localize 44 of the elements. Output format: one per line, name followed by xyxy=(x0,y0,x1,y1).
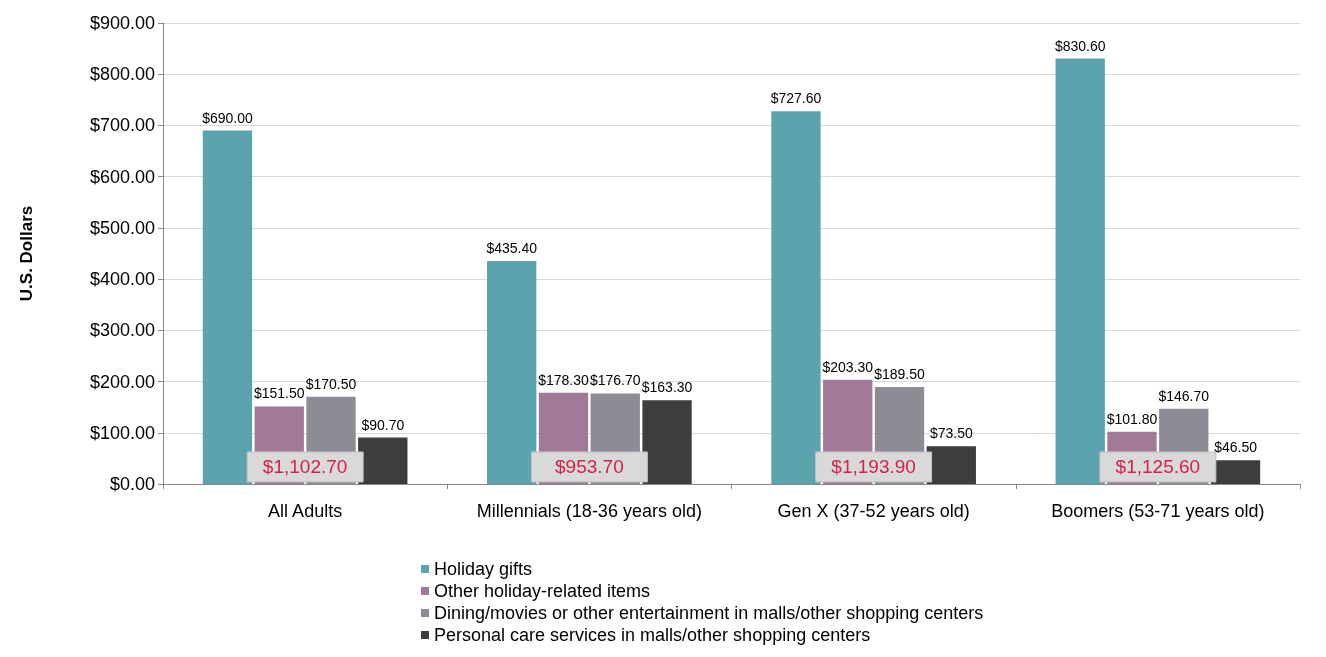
y-axis-title: U.S. Dollars xyxy=(17,205,36,302)
data-label: $178.30 xyxy=(538,371,589,388)
total-label: $953.70 xyxy=(555,456,624,478)
y-tick-label: $500.00 xyxy=(89,217,155,238)
data-label: $727.60 xyxy=(770,90,822,107)
total-label: $1,125.60 xyxy=(1115,456,1201,478)
data-label: $203.30 xyxy=(822,358,874,375)
legend-label: Holiday gifts xyxy=(434,559,533,579)
data-label: $170.50 xyxy=(305,375,357,392)
y-tick-label: $800.00 xyxy=(89,64,155,85)
y-tick-label: $600.00 xyxy=(89,166,155,187)
data-label: $830.60 xyxy=(1054,37,1106,54)
bar xyxy=(642,400,692,484)
data-label: $90.70 xyxy=(361,416,405,433)
bar xyxy=(202,130,253,484)
legend-label: Dining/movies or other entertainment in malls/other shopping centers xyxy=(434,603,984,623)
total-label: $1,102.70 xyxy=(262,456,348,478)
total-label: $1,193.90 xyxy=(831,456,916,478)
y-tick-label: $100.00 xyxy=(89,422,155,443)
data-label: $163.30 xyxy=(641,379,693,396)
x-tick-label: Gen X (37-52 years old) xyxy=(777,501,970,521)
bar xyxy=(771,111,821,484)
y-tick-label: $400.00 xyxy=(89,269,155,290)
x-tick-label: Boomers (53-71 years old) xyxy=(1051,501,1265,521)
legend-label: Personal care services in malls/other shopping centers xyxy=(434,625,871,645)
data-label: $146.70 xyxy=(1158,387,1210,404)
data-label: $46.50 xyxy=(1214,439,1258,456)
y-tick-label: $0.00 xyxy=(109,474,155,494)
data-label: $151.50 xyxy=(253,385,305,402)
y-tick-label: $200.00 xyxy=(89,371,155,392)
x-tick-label: Millennials (18-36 years old) xyxy=(476,501,702,521)
bar xyxy=(1055,58,1105,484)
y-tick-label: $900.00 xyxy=(89,13,155,33)
data-label: $690.00 xyxy=(202,109,253,126)
bar xyxy=(487,260,537,484)
data-label: $176.70 xyxy=(589,372,641,389)
data-label: $73.50 xyxy=(929,425,973,442)
data-label: $435.40 xyxy=(486,239,538,256)
y-tick-label: $700.00 xyxy=(89,115,155,136)
x-tick-label: All Adults xyxy=(268,501,343,521)
y-tick-label: $300.00 xyxy=(89,320,155,341)
data-label: $189.50 xyxy=(874,365,926,382)
legend-label: Other holiday-related items xyxy=(434,581,651,601)
data-label: $101.80 xyxy=(1106,410,1158,427)
